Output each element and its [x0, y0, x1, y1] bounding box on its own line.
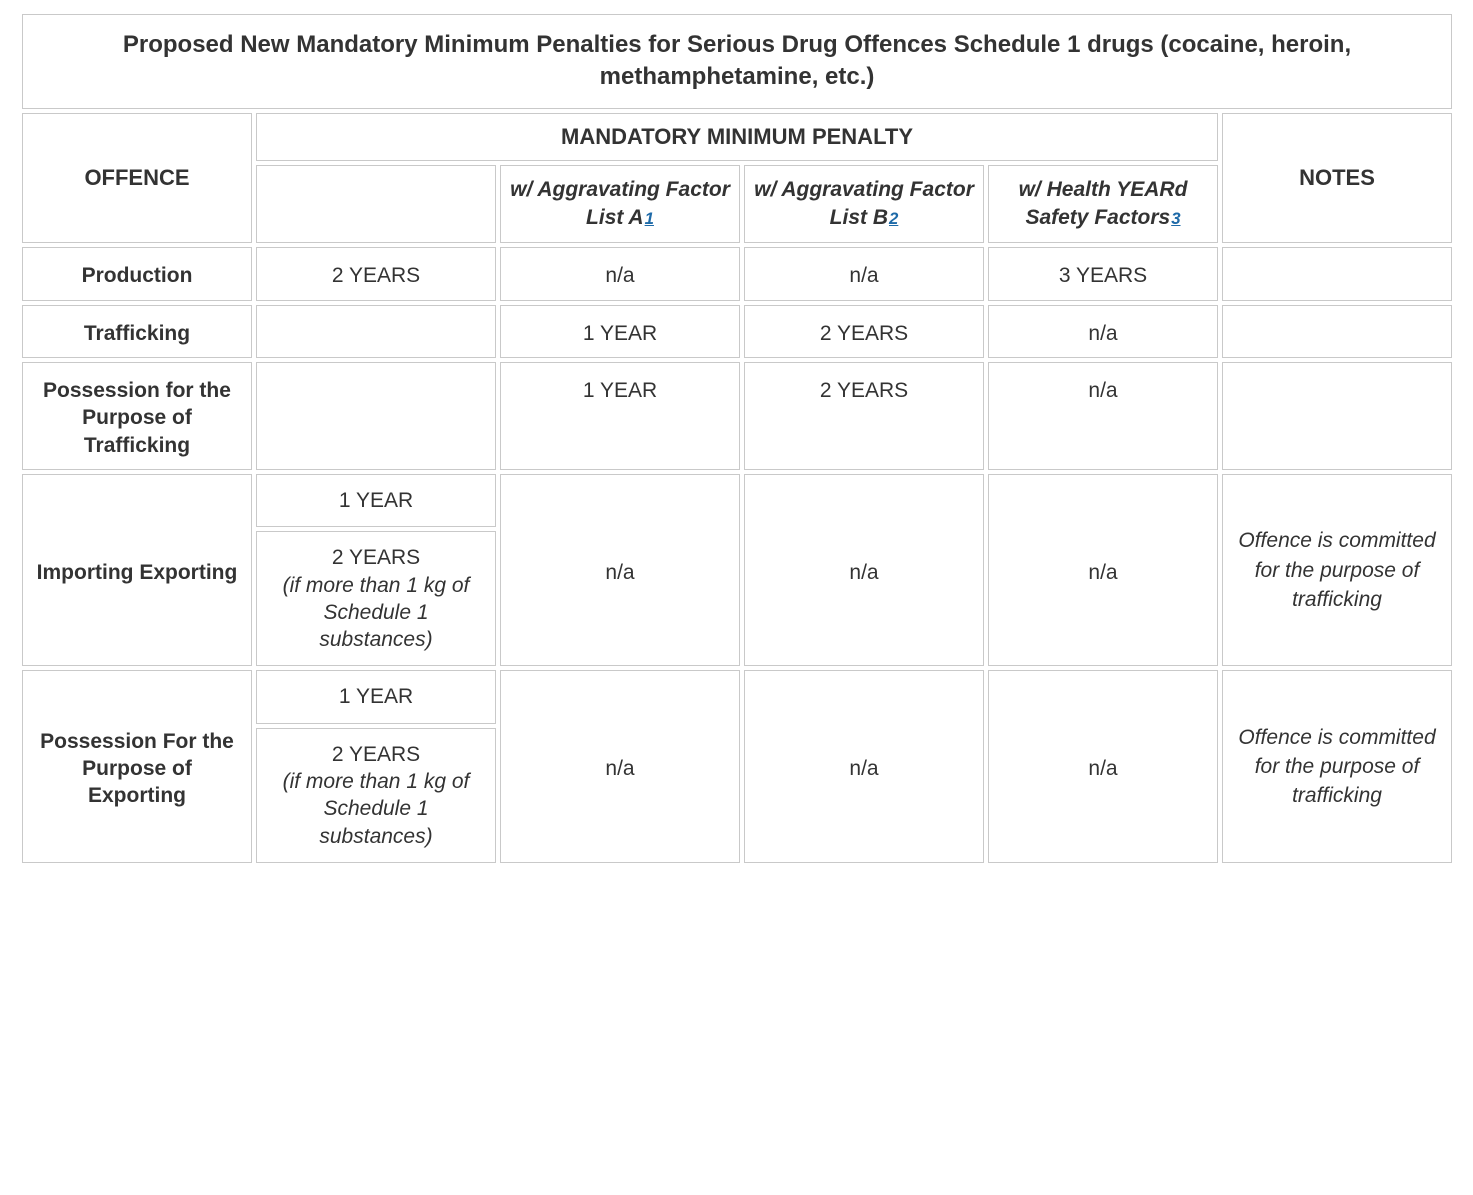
stacked-table: 1 YEAR 2 YEARS (if more than 1 kg of Sch… [256, 470, 496, 670]
cell [256, 362, 496, 470]
subcol-factor-b: w/ Aggravating Factor List B2 [744, 165, 984, 244]
cell: 1 YEAR [256, 474, 496, 527]
cell-main: 2 YEARS [332, 743, 420, 766]
subcol-base [256, 165, 496, 244]
col-notes: NOTES [1222, 113, 1452, 244]
cell: 3 YEARS [988, 247, 1218, 300]
cell-notes [1222, 247, 1452, 300]
cell: 1 YEAR [256, 670, 496, 723]
cell-main: 2 YEARS [332, 546, 420, 569]
cell: 1 YEAR [500, 362, 740, 470]
cell: n/a [744, 670, 984, 862]
table-row: Production 2 YEARS n/a n/a 3 YEARS [22, 247, 1452, 300]
cell: n/a [500, 474, 740, 666]
col-penalty-group: MANDATORY MINIMUM PENALTY [256, 113, 1218, 161]
footnote-link-3[interactable]: 3 [1171, 209, 1180, 228]
col-offence: OFFENCE [22, 113, 252, 244]
footnote-link-1[interactable]: 1 [645, 209, 654, 228]
cell-notes [1222, 305, 1452, 358]
cell: 2 YEARS [256, 247, 496, 300]
stacked-table: 1 YEAR 2 YEARS (if more than 1 kg of Sch… [256, 666, 496, 866]
table-row: Possession for the Purpose of Traffickin… [22, 362, 1452, 470]
cell: n/a [744, 474, 984, 666]
cell: n/a [988, 670, 1218, 862]
row-label-import-export: Importing Exporting [22, 474, 252, 666]
subcol-factor-b-label: w/ Aggravating Factor List B [754, 178, 974, 229]
cell [256, 305, 496, 358]
table-row: Trafficking 1 YEAR 2 YEARS n/a [22, 305, 1452, 358]
cell: 2 YEARS [744, 362, 984, 470]
cell-sub: (if more than 1 kg of Schedule 1 substan… [265, 572, 487, 654]
cell-notes: Offence is committed for the purpose of … [1222, 670, 1452, 862]
cell-sub: (if more than 1 kg of Schedule 1 substan… [265, 768, 487, 850]
cell-stacked: 1 YEAR 2 YEARS (if more than 1 kg of Sch… [256, 670, 496, 862]
subcol-health-label: w/ Health YEARd Safety Factors [1019, 178, 1188, 229]
table-row: Possession For the Purpose of Exporting … [22, 670, 1452, 862]
row-label-possession-export: Possession For the Purpose of Exporting [22, 670, 252, 862]
page-title: Proposed New Mandatory Minimum Penalties… [22, 14, 1452, 109]
cell: 1 YEAR [500, 305, 740, 358]
cell-notes [1222, 362, 1452, 470]
subcol-factor-a: w/ Aggravating Factor List A1 [500, 165, 740, 244]
cell: n/a [988, 362, 1218, 470]
cell: 2 YEARS [744, 305, 984, 358]
cell: n/a [988, 305, 1218, 358]
subcol-factor-a-label: w/ Aggravating Factor List A [510, 178, 730, 229]
cell: n/a [500, 247, 740, 300]
cell: 2 YEARS (if more than 1 kg of Schedule 1… [256, 531, 496, 666]
penalty-table: Proposed New Mandatory Minimum Penalties… [18, 10, 1456, 867]
subcol-health: w/ Health YEARd Safety Factors3 [988, 165, 1218, 244]
cell: 2 YEARS (if more than 1 kg of Schedule 1… [256, 728, 496, 863]
row-label-trafficking: Trafficking [22, 305, 252, 358]
cell: n/a [744, 247, 984, 300]
footnote-link-2[interactable]: 2 [889, 209, 898, 228]
cell: n/a [988, 474, 1218, 666]
row-label-production: Production [22, 247, 252, 300]
cell: n/a [500, 670, 740, 862]
cell-notes: Offence is committed for the purpose of … [1222, 474, 1452, 666]
row-label-possession-traffic: Possession for the Purpose of Traffickin… [22, 362, 252, 470]
table-row: Importing Exporting 1 YEAR 2 YEARS (if m… [22, 474, 1452, 666]
cell-stacked: 1 YEAR 2 YEARS (if more than 1 kg of Sch… [256, 474, 496, 666]
